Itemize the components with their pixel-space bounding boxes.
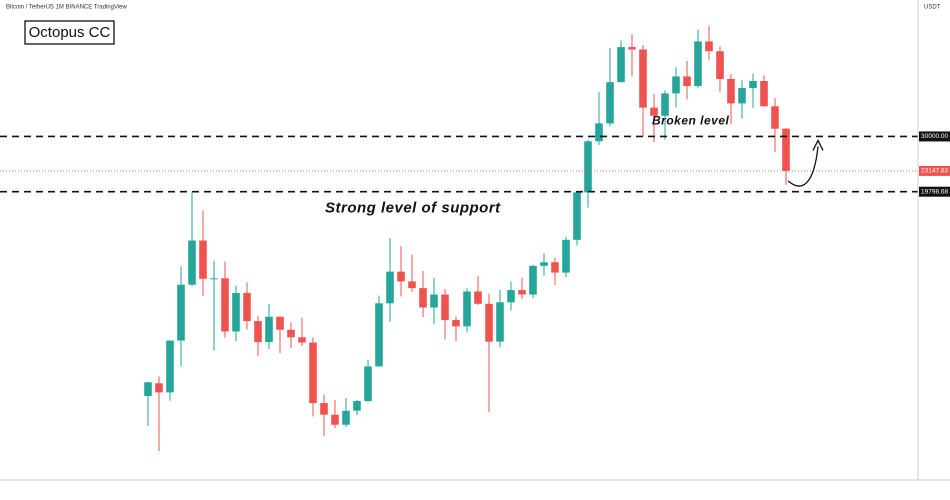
candle-body [342, 410, 350, 425]
candle-body [716, 51, 724, 79]
level-box [919, 186, 950, 197]
candle-body [749, 81, 757, 89]
candle-body [661, 93, 669, 116]
y-axis-label: USDT [924, 5, 941, 11]
candle-body [573, 192, 581, 240]
candle-body [408, 281, 416, 289]
candle-body [441, 294, 449, 321]
candle-body [672, 76, 680, 94]
candle-body [617, 47, 625, 83]
candle-body [298, 337, 306, 343]
candle-body [584, 141, 592, 193]
level-label: 19798.68 [921, 188, 948, 195]
candle-body [639, 49, 647, 108]
candle-body [628, 47, 636, 50]
candles [144, 25, 790, 452]
candle-body [650, 107, 658, 116]
candle-body [430, 294, 438, 308]
candle-body [243, 292, 251, 322]
candle-body [606, 82, 614, 124]
candle-body [188, 240, 196, 285]
candle-body [353, 401, 361, 411]
candle-body [144, 382, 152, 396]
candle-body [551, 262, 559, 273]
candle-body [232, 292, 240, 332]
overlays: 23147.83 30000.00 Broken level 19798.68 Stro… [0, 114, 950, 217]
candle-body [705, 41, 713, 52]
annotation: Strong level of support [325, 200, 501, 217]
candle-body [210, 278, 218, 280]
candle-body [540, 262, 548, 266]
candle-body [782, 128, 790, 171]
watermark: Octopus CC [29, 24, 111, 41]
candle-body [496, 302, 504, 342]
level-box [919, 131, 950, 142]
candle-body [771, 106, 779, 129]
candle-body [375, 303, 383, 367]
candle-body [474, 291, 482, 304]
candle-body [760, 81, 768, 107]
annotation: Broken level [652, 114, 730, 128]
candle-body [727, 78, 735, 104]
candle-body [518, 290, 526, 295]
candle-body [694, 41, 702, 87]
candle-body [320, 403, 328, 415]
candle-body [254, 321, 262, 343]
candle-body [529, 265, 537, 295]
candle-body [177, 284, 185, 341]
candle-body [507, 290, 515, 303]
candle-body [386, 271, 394, 304]
candle-body [463, 291, 471, 327]
annotation-arrow [787, 146, 819, 187]
last-price-box [919, 165, 950, 176]
candle-body [265, 316, 273, 343]
candle-body [155, 383, 163, 393]
candle-body [419, 288, 427, 308]
candle-body [562, 239, 570, 273]
candle-body [221, 278, 229, 332]
candle-body [166, 340, 174, 393]
candle-body [595, 123, 603, 142]
level-label: 30000.00 [921, 133, 948, 140]
candle-body [397, 271, 405, 282]
candle-body [199, 240, 207, 279]
candle-body [331, 414, 339, 425]
candle-body [309, 342, 317, 404]
candle-body [485, 303, 493, 342]
candle-body [738, 88, 746, 104]
candle-body [287, 329, 295, 338]
candle-body [683, 76, 691, 87]
watermark-box [24, 20, 115, 45]
chart-title: Bitcoin / TetherUS 1M BINANCE TradingVie… [6, 5, 127, 11]
candle-body [276, 316, 284, 330]
candle-body [452, 320, 460, 327]
last-price-label: 23147.83 [921, 168, 948, 175]
candle-body [364, 366, 372, 402]
annotation-arrowhead [812, 138, 824, 151]
